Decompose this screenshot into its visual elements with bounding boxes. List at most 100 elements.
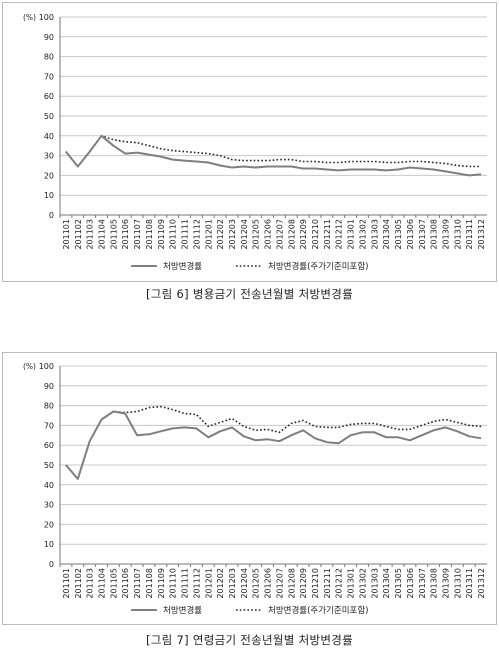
x-tick-label: 201206 xyxy=(264,568,273,599)
x-tick-label: 201105 xyxy=(109,219,118,250)
x-tick-label: 201202 xyxy=(216,568,225,599)
legend-label: 처방변경률 xyxy=(163,605,202,616)
x-tick-label: 201105 xyxy=(109,568,118,599)
y-tick-label: 0 xyxy=(49,211,54,220)
y-tick-label: 50 xyxy=(44,112,54,121)
x-tick-label: 201311 xyxy=(465,568,474,599)
x-tick-label: 201310 xyxy=(453,568,462,599)
y-tick-label: 30 xyxy=(44,501,54,510)
y-tick-label: 30 xyxy=(44,152,54,161)
y-tick-label: 20 xyxy=(44,520,54,529)
x-tick-label: 201109 xyxy=(157,568,166,599)
y-tick-label: 10 xyxy=(44,191,54,200)
legend-label: 처방변경률 xyxy=(163,261,202,272)
x-tick-label: 201306 xyxy=(406,568,415,599)
x-tick-label: 201309 xyxy=(441,568,450,599)
series-line-overall xyxy=(65,410,482,480)
x-tick-label: 201211 xyxy=(323,219,332,250)
x-tick-label: 201103 xyxy=(86,568,95,599)
x-tick-label: 201103 xyxy=(86,219,95,250)
x-tick-label: 201307 xyxy=(418,219,427,250)
x-tick-label: 201302 xyxy=(358,568,367,599)
x-tick-label: 201209 xyxy=(299,219,308,250)
x-tick-label: 201311 xyxy=(465,219,474,250)
y-tick-label: 80 xyxy=(44,53,54,62)
y-tick-label: 60 xyxy=(44,92,54,101)
x-tick-label: 201301 xyxy=(347,568,356,599)
y-tick-label: 100 xyxy=(39,362,54,371)
y-tick-label: 80 xyxy=(44,402,54,411)
x-tick-label: 201204 xyxy=(240,219,249,250)
x-tick-label: 201307 xyxy=(418,568,427,599)
x-tick-label: 201306 xyxy=(406,219,415,250)
x-tick-label: 201101 xyxy=(62,568,71,599)
x-tick-label: 201202 xyxy=(216,219,225,250)
x-tick-label: 201303 xyxy=(370,219,379,250)
x-tick-label: 201104 xyxy=(98,219,107,250)
x-tick-label: 201312 xyxy=(477,219,486,250)
x-tick-label: 201111 xyxy=(181,568,190,599)
x-tick-label: 201304 xyxy=(382,219,391,250)
x-tick-label: 201308 xyxy=(430,219,439,250)
y-tick-label: 40 xyxy=(44,132,54,141)
x-tick-label: 201112 xyxy=(192,219,201,250)
x-tick-label: 201109 xyxy=(157,219,166,250)
x-tick-label: 201108 xyxy=(145,568,154,599)
legend-label: 처방변경률(주가기준미포함) xyxy=(268,261,368,272)
chart-panel-age-contraindication: 0 10 20 30 40 50 60 70 80 90 100 (%) 201101 201102 201… xyxy=(2,352,497,625)
y-axis-unit-label: (%) xyxy=(23,13,36,22)
x-tick-label: 201312 xyxy=(477,568,486,599)
x-tick-label: 201305 xyxy=(394,219,403,250)
x-tick-label: 201207 xyxy=(275,568,284,599)
x-tick-label: 201107 xyxy=(133,219,142,250)
y-tick-label: 60 xyxy=(44,441,54,450)
x-tick-label: 201107 xyxy=(133,568,142,599)
x-tick-label: 201309 xyxy=(441,219,450,250)
x-tick-label: 201205 xyxy=(252,219,261,250)
y-tick-label: 40 xyxy=(44,481,54,490)
x-tick-label: 201208 xyxy=(287,219,296,250)
x-tick-label: 201106 xyxy=(121,219,130,250)
y-tick-label: 70 xyxy=(44,421,54,430)
x-tick-label: 201212 xyxy=(335,219,344,250)
y-axis-unit-label: (%) xyxy=(23,362,36,371)
x-tick-label: 201112 xyxy=(192,568,201,599)
x-tick-label: 201108 xyxy=(145,219,154,250)
x-tick-label: 201201 xyxy=(204,568,213,599)
x-tick-label: 201310 xyxy=(453,219,462,250)
legend-label: 처방변경률(주가기준미포함) xyxy=(268,605,368,616)
x-tick-label: 201301 xyxy=(347,219,356,250)
x-tick-label: 201211 xyxy=(323,568,332,599)
y-tick-label: 0 xyxy=(49,560,54,569)
x-tick-label: 201201 xyxy=(204,219,213,250)
x-tick-label: 201210 xyxy=(311,568,320,599)
figure-6-caption: [그림 6] 병용금기 전송년월별 처방변경률 xyxy=(145,287,354,301)
series-line-excluding-standard xyxy=(65,135,482,168)
x-tick-label: 201305 xyxy=(394,568,403,599)
x-tick-label: 201102 xyxy=(74,219,83,250)
y-tick-label: 100 xyxy=(39,13,54,22)
x-tick-label: 201101 xyxy=(62,219,71,250)
x-tick-label: 201111 xyxy=(181,219,190,250)
y-tick-label: 90 xyxy=(44,382,54,391)
x-tick-label: 201110 xyxy=(169,219,178,250)
x-tick-label: 201208 xyxy=(287,568,296,599)
x-tick-label: 201209 xyxy=(299,568,308,599)
series-line-excluding-standard xyxy=(65,405,482,480)
chart-panel-combination-contraindication: 0 10 20 30 40 50 60 70 80 90 100 (%) 201101 201102 201… xyxy=(2,2,497,282)
x-tick-label: 201203 xyxy=(228,219,237,250)
y-tick-label: 20 xyxy=(44,171,54,180)
figure-7-caption: [그림 7] 연령금기 전송년월별 처방변경률 xyxy=(145,633,354,647)
x-tick-label: 201206 xyxy=(264,219,273,250)
y-tick-label: 10 xyxy=(44,540,54,549)
x-tick-label: 201210 xyxy=(311,219,320,250)
x-tick-label: 201106 xyxy=(121,568,130,599)
x-tick-label: 201110 xyxy=(169,568,178,599)
x-tick-label: 201303 xyxy=(370,568,379,599)
x-tick-label: 201205 xyxy=(252,568,261,599)
x-tick-label: 201203 xyxy=(228,568,237,599)
x-tick-label: 201104 xyxy=(98,568,107,599)
x-tick-label: 201207 xyxy=(275,219,284,250)
